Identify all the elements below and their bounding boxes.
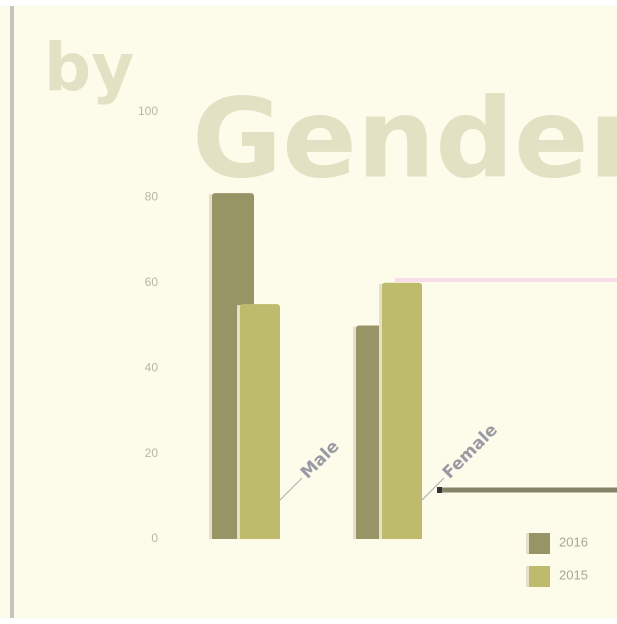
bar-foot bbox=[382, 535, 422, 539]
legend-label: 2015 bbox=[559, 567, 588, 582]
bar-shadow bbox=[209, 194, 213, 539]
chart-title: Gender bbox=[192, 74, 617, 202]
bar-shadow bbox=[379, 283, 383, 539]
bottom-margin bbox=[0, 618, 617, 624]
y-tick-label: 20 bbox=[145, 446, 159, 460]
bar-shadow bbox=[353, 326, 357, 539]
leader-line bbox=[279, 477, 303, 501]
bar-foot bbox=[356, 535, 382, 539]
y-tick-label: 80 bbox=[145, 190, 159, 204]
bar bbox=[382, 282, 422, 539]
legend-swatch-shadow bbox=[526, 566, 530, 587]
leader-line bbox=[421, 477, 445, 501]
top-margin bbox=[0, 0, 617, 6]
chart-title: by bbox=[44, 29, 134, 106]
legend-swatch-shadow bbox=[526, 533, 530, 554]
legend-label: 2016 bbox=[559, 534, 588, 549]
y-tick-label: 0 bbox=[151, 531, 158, 545]
decor-cap bbox=[437, 487, 442, 493]
legend-swatch bbox=[529, 566, 550, 587]
legend-swatch bbox=[529, 533, 550, 554]
bar bbox=[240, 304, 280, 539]
bar-foot bbox=[212, 535, 254, 539]
y-tick-label: 40 bbox=[145, 360, 159, 374]
bar-shadow bbox=[237, 305, 241, 539]
y-tick-label: 100 bbox=[138, 104, 158, 118]
left-border bbox=[10, 6, 14, 618]
y-tick-label: 60 bbox=[145, 275, 159, 289]
bar bbox=[356, 325, 382, 539]
bar-foot bbox=[240, 535, 280, 539]
